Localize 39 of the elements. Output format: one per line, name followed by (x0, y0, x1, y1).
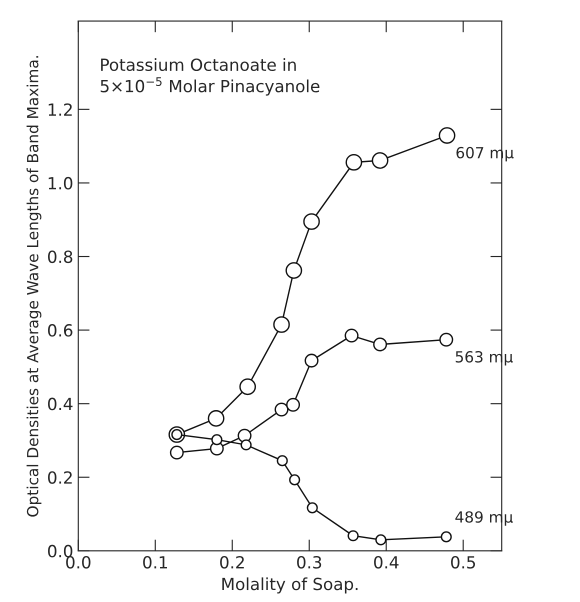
point (289, 474, 300, 486)
point (344, 328, 359, 343)
y-axis-title: Optical Densities at Average Wave Lengths of Band Maxima. (26, 56, 42, 517)
point (438, 127, 456, 144)
point (304, 354, 318, 368)
x-axis-title: Molality of Soap. (222, 577, 358, 594)
x-tick-label: 0.4 (374, 556, 399, 569)
y-tick-label: 1.0 (48, 176, 72, 190)
point (348, 530, 359, 542)
x-tick-label: 0.5 (451, 556, 476, 569)
point (211, 434, 222, 446)
point (372, 152, 388, 169)
point (273, 316, 290, 333)
x-tick-label: 0.0 (66, 556, 90, 569)
y-tick-label: 0.6 (48, 324, 72, 337)
x-tick-label: 0.3 (297, 556, 322, 569)
point (303, 213, 320, 230)
y-tick-label: 0.0 (48, 544, 72, 558)
y-tick-label: 0.8 (48, 250, 72, 264)
point (440, 531, 452, 542)
point (286, 262, 302, 279)
x-tick-label: 0.1 (143, 556, 167, 569)
annotation: Potassium Octanoate in 5×10$^{−5}$ Molar Pinacyanole (100, 58, 320, 96)
point (306, 502, 318, 514)
point (373, 338, 388, 352)
y-tick-label: 1.2 (48, 103, 72, 116)
point (170, 446, 184, 460)
point (346, 154, 362, 171)
point (274, 402, 288, 417)
point (208, 410, 224, 427)
point (375, 534, 386, 546)
y-tick-label: 0.2 (48, 471, 72, 484)
point (240, 439, 252, 450)
point (239, 378, 256, 396)
point (286, 398, 300, 412)
y-tick-label: 0.4 (48, 398, 73, 410)
point (276, 455, 288, 466)
x-tick-label: 0.2 (220, 556, 244, 569)
point (439, 332, 454, 347)
